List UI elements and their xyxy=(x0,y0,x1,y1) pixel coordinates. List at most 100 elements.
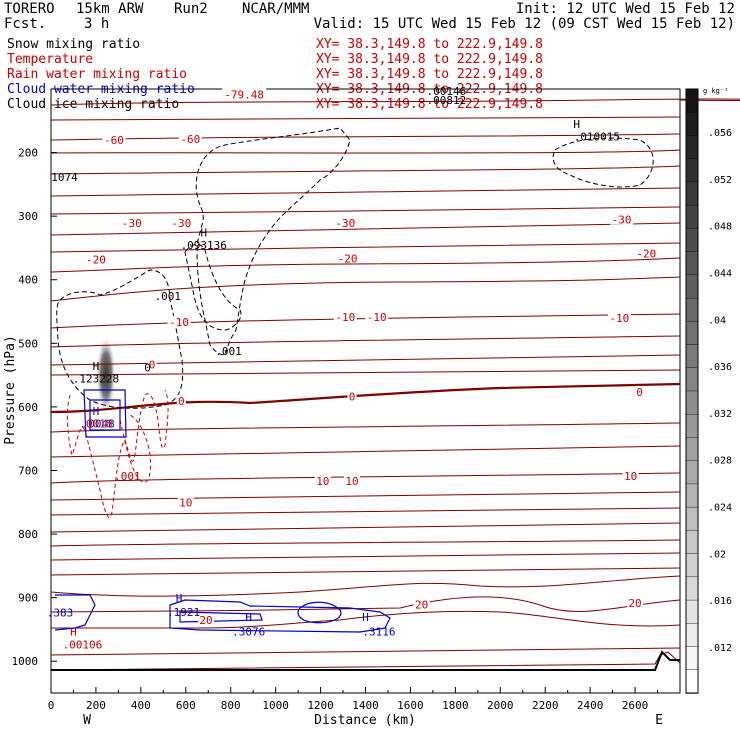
isotherm-label-bg xyxy=(120,216,144,228)
colorbar-tick-label: .024 xyxy=(708,503,732,514)
isotherm-label: -10 xyxy=(169,316,189,329)
isotherm-label-bg xyxy=(333,216,357,228)
extremum-label: .1921 xyxy=(167,606,200,619)
legend-xy: XY= 38.3,149.8 to 222.9,149.8 xyxy=(316,52,543,67)
extremum-label: .0018 xyxy=(79,418,112,431)
y-tick-label: 200 xyxy=(18,147,38,160)
colorbar-cell xyxy=(685,297,699,323)
contour-layer xyxy=(50,98,740,671)
colorbar-cell xyxy=(685,669,699,694)
model-name: TORERO xyxy=(4,1,55,17)
colorbar-tick-label: .032 xyxy=(708,409,732,420)
isotherm-label: 20 xyxy=(415,598,428,611)
colorbar-tick-label: .04 xyxy=(708,315,726,326)
colorbar-tick-label: .02 xyxy=(708,549,726,560)
colorbar-frame xyxy=(685,88,699,694)
extremum-label: .010015 xyxy=(574,130,620,143)
isotherm-label-bg xyxy=(336,252,360,264)
colorbar-cell xyxy=(685,437,699,462)
extremum-label: .00106 xyxy=(63,638,103,651)
x-tick-label: 400 xyxy=(131,699,151,712)
legend-xy: XY= 38.3,149.8 to 222.9,149.8 xyxy=(316,67,543,82)
colorbar-tick-label: .012 xyxy=(708,643,732,654)
isotherm-label: -30 xyxy=(335,217,355,230)
init-time: Init: 12 UTC Wed 15 Feb 12 xyxy=(516,1,735,17)
legend-label: Rain water mixing ratio xyxy=(7,67,187,82)
forecast-label: Fcst. xyxy=(4,16,46,32)
colorbar-cell xyxy=(685,506,699,532)
colorbar-tick-label: .016 xyxy=(708,596,732,607)
isotherm-label-bg xyxy=(198,614,215,626)
x-tick-label: 1600 xyxy=(397,699,424,712)
contour-labels: -79.48-60 -60-30 -30 -30 -30-20 -20 -20-10 -10-… xyxy=(47,85,658,651)
isotherm-label: 10 xyxy=(345,475,358,488)
isotherm-label-bg xyxy=(178,132,202,144)
isotherm-label: -20 xyxy=(338,252,358,265)
isotherm-label-bg xyxy=(102,134,126,146)
isotherm-label: -30 xyxy=(612,214,632,227)
x-tick-label: 1000 xyxy=(262,699,289,712)
maximum-marker: H xyxy=(362,611,369,624)
isotherm-label-bg xyxy=(222,88,267,100)
colorbar-cell xyxy=(685,460,699,485)
x-tick-label: 2400 xyxy=(577,699,604,712)
isotherm-label: 0 xyxy=(349,390,356,403)
y-tick-label: 400 xyxy=(18,274,38,287)
isotherm-label: -79.48 xyxy=(224,88,264,101)
x-axis: 0 200 400 600 800 1000 1200 1400 1600 1800 2000 220… xyxy=(48,687,659,712)
extremum-label: .123228 xyxy=(73,373,119,386)
legend-label: Temperature xyxy=(7,52,93,67)
isotherm-label: 10 xyxy=(624,470,637,483)
isotherm-label: 0 xyxy=(149,359,156,372)
extremum-label: 0 xyxy=(144,362,151,375)
isotherm-label-bg xyxy=(634,247,658,259)
isotherm-label: 20 xyxy=(628,597,641,610)
isotherm-label-bg xyxy=(176,394,186,406)
isotherm-label: -20 xyxy=(636,247,656,260)
extremum-label: .383 xyxy=(47,607,74,620)
colorbar-cell xyxy=(685,88,699,113)
extremum-label: 1074 xyxy=(51,171,78,184)
maximum-marker: H xyxy=(93,360,100,373)
isotherm-label-bg xyxy=(347,390,357,402)
y-tick-label: 700 xyxy=(18,464,38,477)
forecast-value: 3 h xyxy=(84,16,109,32)
isotherm-label: -10 xyxy=(367,311,387,324)
colorbar-cell xyxy=(685,390,699,415)
y-tick-label: 1000 xyxy=(12,655,39,668)
maximum-marker: H xyxy=(70,626,77,639)
x-tick-label: 2000 xyxy=(487,699,514,712)
isotherm-label: 0 xyxy=(636,386,643,399)
legend-xy: XY= 38.3,149.8 to 222.9,149.8 xyxy=(316,37,543,52)
y-tick-label: 600 xyxy=(18,401,38,414)
colorbar-cell xyxy=(685,321,699,346)
isotherm-label-bg xyxy=(177,496,194,508)
colorbar-cell xyxy=(685,112,699,137)
isotherm-label-bg xyxy=(413,598,430,610)
extremum-label: .3116 xyxy=(362,626,395,639)
colorbar: g kg⁻¹ .056 .052 .048 .044 .04 .036 .032 .028 .02… xyxy=(685,87,732,694)
maximum-marker: H xyxy=(93,405,100,418)
extremum-label: .001 xyxy=(114,470,141,483)
colorbar-tick-label: .044 xyxy=(708,268,732,279)
isotherm-label: -30 xyxy=(171,217,191,230)
x-tick-label: 2600 xyxy=(622,699,649,712)
extremum-label: .001 xyxy=(155,290,182,303)
x-tick-label: 0 xyxy=(48,699,55,712)
west-endpoint-label: W xyxy=(83,713,91,728)
extremum-label: .00146 xyxy=(426,85,466,98)
y-tick-label: 500 xyxy=(18,337,38,350)
colorbar-tick-label: .056 xyxy=(708,128,732,139)
colorbar-cell xyxy=(685,158,699,183)
extremum-label: .001 xyxy=(215,345,242,358)
isotherm-label-bg xyxy=(607,312,631,324)
colorbar-cell xyxy=(685,646,699,671)
x-axis-label: Distance (km) xyxy=(314,713,416,728)
y-tick-label: 300 xyxy=(18,210,38,223)
maximum-marker: H xyxy=(573,118,580,131)
x-tick-label: 600 xyxy=(176,699,196,712)
colorbar-tick-label: .052 xyxy=(708,175,732,186)
isotherm-label-bg xyxy=(622,469,639,481)
colorbar-cell xyxy=(685,553,699,578)
